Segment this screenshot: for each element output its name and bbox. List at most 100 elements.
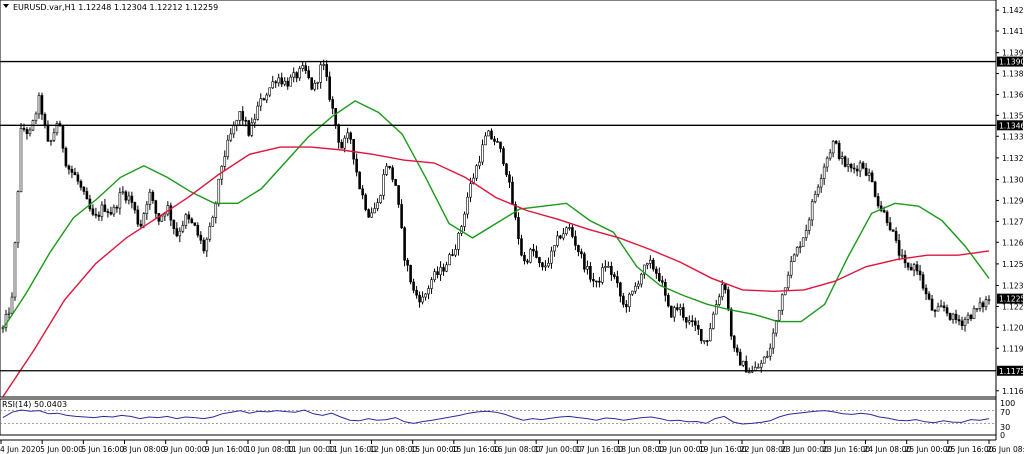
candle-body <box>849 164 853 169</box>
candle-body <box>801 237 805 247</box>
rsi-line <box>2 409 990 425</box>
candle-body <box>346 132 349 139</box>
candle-body <box>193 222 197 226</box>
candle-body <box>670 305 673 318</box>
candle-body <box>70 168 74 173</box>
rsi-layer <box>0 409 996 425</box>
candle-body <box>867 172 871 176</box>
candle-body <box>313 82 316 90</box>
time-tick-label: 23 Jun 16:00 <box>822 445 870 454</box>
candle-body <box>445 264 448 272</box>
candle-body <box>250 122 254 136</box>
candle-body <box>918 270 922 276</box>
candle-body <box>637 283 640 287</box>
candle-body <box>214 203 218 218</box>
candle-body <box>628 293 631 308</box>
candle-body <box>981 302 985 308</box>
candle-body <box>640 273 643 285</box>
candle-body <box>340 141 343 149</box>
candle-body <box>490 130 493 140</box>
candle-body <box>595 280 598 283</box>
candle-body <box>580 251 583 255</box>
time-tick-label: 17 Jun 16:00 <box>575 445 623 454</box>
candle-body <box>948 312 952 320</box>
candle-body <box>708 328 712 342</box>
time-tick-label: 12 Jun 08:00 <box>370 445 418 454</box>
candle-body <box>472 177 475 185</box>
candle-body <box>553 245 556 252</box>
candle-body <box>726 289 730 310</box>
current-price-label: 1.12259 <box>999 295 1024 304</box>
candle-body <box>682 307 685 318</box>
candle-body <box>400 204 403 229</box>
candle-body <box>109 212 113 215</box>
candle-body <box>951 313 955 320</box>
time-tick-label: 25 Jun 00:00 <box>905 445 953 454</box>
candle-body <box>526 260 529 263</box>
candle-body <box>481 144 484 163</box>
candle-body <box>457 232 460 250</box>
candle-body <box>795 246 799 256</box>
price-axis: 1.14260 1.14115 1.13965 1.13820 1.13675 1.135… <box>996 6 1024 396</box>
candle-body <box>286 80 290 87</box>
collapse-triangle-icon[interactable] <box>3 4 9 8</box>
time-tick-label: 19 Jun 16:00 <box>699 445 747 454</box>
candle-body <box>229 133 233 141</box>
candle-body <box>424 293 427 298</box>
candle-body <box>73 172 77 176</box>
candle-body <box>106 211 110 213</box>
candle-body <box>771 332 775 349</box>
candle-body <box>649 259 652 264</box>
candle-body <box>900 254 904 257</box>
candle-body <box>691 320 694 322</box>
moving-averages-layer <box>2 100 990 397</box>
candle-body <box>601 267 604 283</box>
candle-body <box>813 193 817 202</box>
candle-body <box>984 299 988 308</box>
candle-body <box>337 124 340 143</box>
time-tick-label: 5 Jun 00:00 <box>40 445 83 454</box>
time-tick-label: 18 Jun 08:00 <box>617 445 665 454</box>
candle-body <box>876 196 880 207</box>
candle-body <box>139 223 143 227</box>
candle-body <box>256 105 260 120</box>
candle-body <box>211 217 215 227</box>
candle-body <box>259 98 263 107</box>
rsi-level-70: 70 <box>1000 408 1010 417</box>
candle-body <box>661 280 664 283</box>
candle-body <box>298 68 301 79</box>
candle-body <box>415 289 418 296</box>
candle-body <box>619 282 622 297</box>
candle-body <box>652 259 655 270</box>
candle-body <box>223 156 227 167</box>
candle-body <box>40 95 44 115</box>
candle-body <box>927 293 931 300</box>
price-tick-label: 1.12650 <box>1002 238 1024 247</box>
candle-body <box>702 340 706 342</box>
candle-body <box>828 152 832 159</box>
candle-body <box>184 214 188 226</box>
candle-body <box>475 165 478 179</box>
candle-body <box>178 230 182 237</box>
candle-body <box>912 264 916 271</box>
candle-body <box>175 228 179 237</box>
candle-body <box>307 70 310 78</box>
time-tick-label: 15 Jun 16:00 <box>452 445 500 454</box>
candle-body <box>768 347 772 357</box>
candle-body <box>523 254 526 262</box>
rsi-level-30: 30 <box>1000 423 1010 432</box>
candle-body <box>94 213 98 216</box>
candle-body <box>349 132 352 140</box>
candle-body <box>906 262 910 268</box>
candle-body <box>430 279 433 289</box>
candle-body <box>816 186 820 195</box>
price-tick-label: 1.12205 <box>1002 302 1024 311</box>
candle-body <box>463 213 466 227</box>
candle-body <box>577 245 580 253</box>
candle-body <box>352 139 355 160</box>
candle-body <box>978 302 982 309</box>
candle-body <box>244 119 248 122</box>
